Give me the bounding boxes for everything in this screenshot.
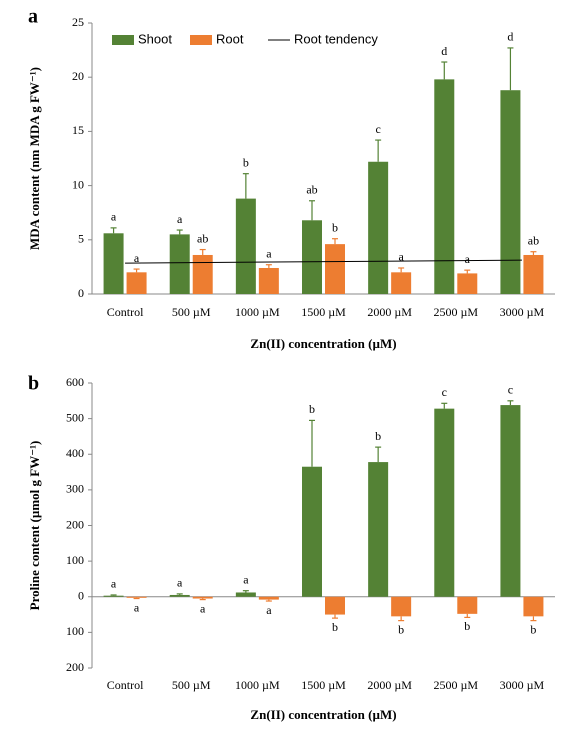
y-tick-label: 25 [72,15,84,29]
y-tick-label: 0 [78,589,84,603]
bar [169,594,190,597]
significance-letter: b [332,620,338,634]
x-tick-label: 1500 µM [301,678,346,692]
significance-letter: b [375,429,381,443]
bar [235,198,256,294]
x-tick-label: 1000 µM [235,678,280,692]
y-tick-label: 500 [66,410,84,424]
y-tick-label: 15 [72,123,84,137]
significance-letter: b [398,622,404,636]
x-tick-label: 500 µM [172,678,211,692]
y-axis-title: MDA content (nm MDA g FW⁻¹) [27,67,42,250]
significance-letter: d [441,44,447,58]
bar [258,596,279,600]
significance-letter: a [266,246,272,260]
y-tick-label: 600 [66,375,84,389]
bar [368,462,389,597]
bar [126,272,147,294]
significance-letter: a [177,212,183,226]
y-tick-label: 10 [72,177,84,191]
bar [103,595,124,597]
x-axis-title: Zn(II) concentration (µM) [250,707,396,722]
bar [192,254,213,294]
y-tick-label: 20 [72,69,84,83]
bar [126,596,147,598]
bar [500,90,521,294]
significance-letter: b [309,402,315,416]
bar [457,596,478,614]
bar [325,244,345,294]
significance-letter: a [243,572,249,586]
significance-letter: a [200,601,206,615]
x-tick-label: 2000 µM [367,305,412,319]
x-tick-label: Control [107,305,144,319]
significance-letter: b [464,619,470,633]
significance-letter: a [134,600,140,614]
x-tick-label: 1000 µM [235,305,280,319]
bar [192,596,213,599]
significance-letter: a [134,251,140,265]
significance-letter: ab [197,231,208,245]
bar [302,466,322,597]
x-tick-label: 2000 µM [367,678,412,692]
x-tick-label: 2500 µM [433,678,478,692]
y-tick-label: 0 [78,286,84,300]
bar [325,596,345,615]
y-tick-label: 100 [66,624,84,638]
x-tick-label: Control [107,678,144,692]
x-tick-label: 1500 µM [301,305,346,319]
bar [434,408,455,597]
bar [235,592,256,597]
significance-letter: ab [306,183,317,197]
y-tick-label: 200 [66,517,84,531]
x-tick-label: 3000 µM [500,678,545,692]
bar [169,234,190,294]
y-tick-label: 200 [66,660,84,674]
x-tick-label: 2500 µM [433,305,478,319]
y-tick-label: 5 [78,232,84,246]
bar [523,254,544,294]
significance-letter: ab [528,233,539,247]
significance-letter: a [398,250,404,264]
trend-line [125,259,522,264]
bar [457,273,478,294]
x-tick-label: 500 µM [172,305,211,319]
bar [500,405,521,597]
significance-letter: b [332,220,338,234]
significance-letter: a [465,252,471,266]
bar [391,272,412,294]
x-axis-title: Zn(II) concentration (µM) [250,336,396,351]
significance-letter: b [530,622,536,636]
y-tick-label: 400 [66,446,84,460]
y-tick-label: 300 [66,482,84,496]
significance-letter: c [508,383,513,397]
significance-letter: c [442,385,447,399]
panel-label: b [28,373,39,395]
y-axis-title: Proline content (µmol g FW⁻¹) [27,441,42,611]
legend-swatch [190,35,212,45]
bar [302,220,322,294]
significance-letter: c [375,122,380,136]
significance-letter: a [111,210,117,224]
bar [523,596,544,617]
legend-label: Root [216,31,244,46]
bar [434,79,455,294]
significance-letter: a [266,603,272,617]
y-tick-label: 100 [66,553,84,567]
bar [258,267,279,294]
bar [368,161,389,294]
panel-label: a [28,6,38,28]
legend-label: Root tendency [294,31,378,46]
significance-letter: b [243,155,249,169]
x-tick-label: 3000 µM [500,305,545,319]
significance-letter: d [507,30,513,44]
legend-label: Shoot [138,31,172,46]
legend-swatch [112,35,134,45]
bar [391,596,412,617]
significance-letter: a [177,576,183,590]
significance-letter: a [111,577,117,591]
bar [103,233,124,294]
